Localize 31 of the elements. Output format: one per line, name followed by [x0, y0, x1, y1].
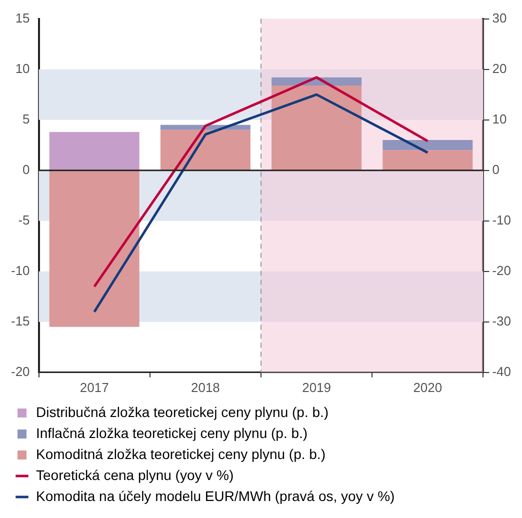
y2-tick-label: -20	[492, 262, 512, 278]
y-tick-label: -15	[10, 313, 30, 328]
x-tick-label: 2017	[80, 380, 109, 395]
x-tick-label: 2019	[302, 380, 332, 395]
y2-tick-label: 10	[492, 111, 507, 126]
y2-tick-label: 0	[492, 162, 500, 177]
legend-label: Komodita na účely modelu EUR/MWh (pravá os, yoy v %)	[36, 488, 395, 504]
legend-label: Inflačná zložka teoretickej ceny plynu (p. b.)	[36, 424, 308, 441]
y-tick-label: 0	[22, 162, 30, 177]
x-tick-label: 2020	[413, 380, 442, 395]
legend-label: Teoretická cena plynu (yoy v %)	[36, 466, 234, 483]
bar	[382, 140, 473, 150]
y2-tick-label: -40	[492, 364, 512, 379]
y2-tick-label: -30	[492, 313, 512, 328]
legend-label: Distribučná zložka teoretickej ceny plynu (p. b.)	[36, 404, 329, 420]
legend-label: Komoditná zložka teoretickej ceny plynu (p. b.)	[36, 446, 326, 462]
bar	[160, 130, 250, 170]
bar	[272, 85, 362, 170]
y2-tick-label: 30	[492, 10, 507, 26]
y-tick-label: 5	[22, 111, 30, 126]
y-tick-label: -5	[18, 212, 30, 228]
bar	[49, 170, 140, 327]
y2-tick-label: 20	[492, 60, 507, 76]
x-tick-label: 2018	[190, 380, 220, 395]
y-tick-label: -10	[10, 262, 30, 278]
bar	[382, 150, 473, 170]
y-tick-label: -20	[10, 364, 30, 379]
y2-tick-label: -10	[492, 212, 512, 228]
y-tick-label: 15	[15, 10, 30, 26]
bar	[49, 132, 140, 170]
y-tick-label: 10	[15, 60, 30, 76]
